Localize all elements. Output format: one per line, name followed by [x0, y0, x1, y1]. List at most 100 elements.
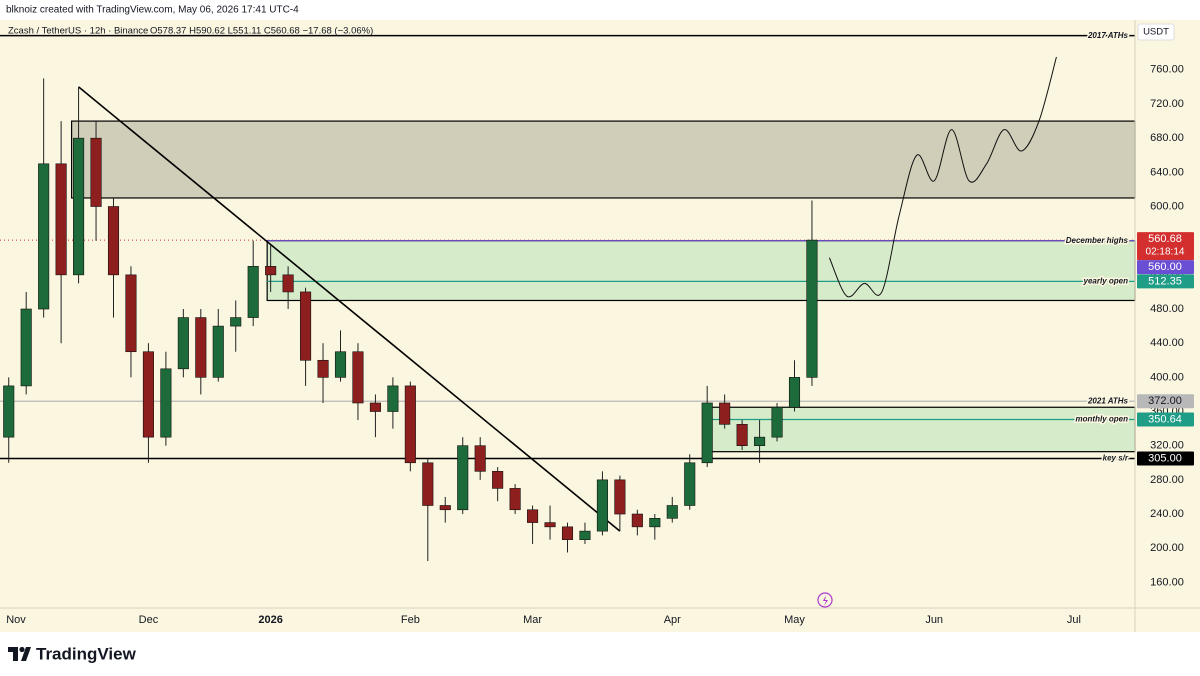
- x-tick-label: Nov: [6, 614, 26, 626]
- y-tick-label: 200.00: [1150, 542, 1184, 554]
- candle-body: [282, 274, 294, 293]
- candle-body: [701, 402, 713, 464]
- candle-body: [596, 479, 608, 532]
- candle-body: [544, 522, 556, 528]
- candle-body: [90, 137, 102, 207]
- candle-body: [631, 513, 643, 528]
- candle-body: [614, 479, 626, 515]
- zone: [266, 240, 1136, 302]
- candle-body: [300, 291, 312, 361]
- candle-body: [107, 206, 120, 276]
- x-tick-label: Jul: [1067, 614, 1081, 626]
- candle-body: [771, 406, 783, 438]
- candle-body: [527, 509, 539, 523]
- level-price-box: [1137, 412, 1194, 427]
- header-bg: [0, 0, 1200, 20]
- candle-body: [317, 359, 329, 378]
- candle-body: [387, 385, 399, 412]
- candle-body: [142, 351, 154, 438]
- candle-body: [404, 385, 416, 464]
- x-tick-label: Apr: [664, 614, 681, 626]
- candle-body: [561, 526, 574, 540]
- level-price-box: [1137, 394, 1194, 409]
- logo: [8, 646, 31, 661]
- candle-body: [369, 402, 381, 412]
- zone: [70, 120, 1136, 199]
- level-price: 512.35: [1148, 275, 1182, 287]
- candle-body: [125, 274, 137, 353]
- level-price: 350.64: [1148, 413, 1182, 425]
- level-price: 372.00: [1148, 395, 1182, 407]
- candle-body: [177, 317, 189, 370]
- candle-body: [457, 445, 469, 511]
- level-price-box: [1137, 451, 1194, 466]
- level-price: 305.00: [1148, 452, 1182, 464]
- y-tick-label: 640.00: [1150, 166, 1184, 178]
- candle-body: [265, 266, 277, 276]
- candle-body: [334, 351, 347, 378]
- candle-body: [352, 351, 364, 404]
- candle-body: [160, 368, 172, 438]
- y-tick-label: 400.00: [1150, 371, 1184, 383]
- candle-body: [422, 462, 434, 506]
- candle-body: [247, 266, 259, 318]
- level-label: yearly open: [1083, 276, 1129, 285]
- candle-body: [20, 308, 32, 387]
- currency-box: [1137, 23, 1175, 41]
- candle-body: [736, 424, 748, 446]
- level-price: 560.00: [1148, 261, 1182, 273]
- candle-body: [474, 445, 486, 472]
- candle-body: [788, 377, 801, 408]
- candle-body: [492, 471, 504, 489]
- candle-body: [195, 317, 207, 378]
- candle-body: [666, 505, 678, 519]
- level-price-box: [1137, 260, 1194, 275]
- level-label: 2021 ATHs: [1087, 396, 1129, 405]
- x-tick-label: May: [784, 614, 805, 626]
- y-tick-label: 320.00: [1150, 440, 1184, 452]
- level-label: key s/r: [1103, 454, 1129, 463]
- level-label: monthly open: [1076, 415, 1129, 424]
- chart-title: Zcash / TetherUS · 12h · Binance: [8, 26, 148, 37]
- trendline: [78, 86, 621, 532]
- level-price-box: [1137, 274, 1194, 289]
- countdown: 02:18:14: [1146, 247, 1185, 258]
- y-tick-label: 720.00: [1150, 98, 1184, 110]
- projection-line: [828, 56, 1057, 298]
- flash-icon: [817, 592, 833, 608]
- candle-body: [439, 505, 451, 511]
- currency: USDT: [1143, 27, 1169, 38]
- zone: [706, 406, 1136, 453]
- footer-bg: [0, 632, 1200, 676]
- y-tick-label: 760.00: [1150, 64, 1184, 76]
- candle-body: [579, 530, 591, 540]
- brand: TradingView: [36, 644, 137, 663]
- credit: blknoiz created with TradingView.com, Ma…: [6, 5, 299, 16]
- candle-body: [754, 436, 766, 446]
- x-tick-label: Mar: [523, 614, 542, 626]
- candle-body: [509, 488, 521, 511]
- y-tick-label: 160.00: [1150, 576, 1184, 588]
- x-tick-label: Feb: [401, 614, 420, 626]
- level-label: December highs: [1066, 236, 1129, 245]
- candle-body: [230, 317, 242, 327]
- x-tick-label: 2026: [258, 614, 282, 626]
- candle-body: [719, 402, 731, 425]
- x-tick-label: Jun: [925, 614, 943, 626]
- y-tick-label: 680.00: [1150, 132, 1184, 144]
- candle-body: [212, 325, 224, 378]
- y-tick-label: 480.00: [1150, 303, 1184, 315]
- level-label: 2017 ATHs: [1087, 31, 1129, 40]
- candle-body: [806, 239, 818, 378]
- candle-body: [3, 385, 15, 438]
- last-price-label: 560.68: [1148, 233, 1182, 245]
- y-tick-label: 440.00: [1150, 337, 1184, 349]
- y-tick-label: 280.00: [1150, 474, 1184, 486]
- last-price-box: [1137, 232, 1194, 261]
- candle-body: [55, 163, 67, 276]
- y-tick-label: 240.00: [1150, 508, 1184, 520]
- candle-body: [684, 462, 696, 506]
- x-tick-label: Dec: [139, 614, 159, 626]
